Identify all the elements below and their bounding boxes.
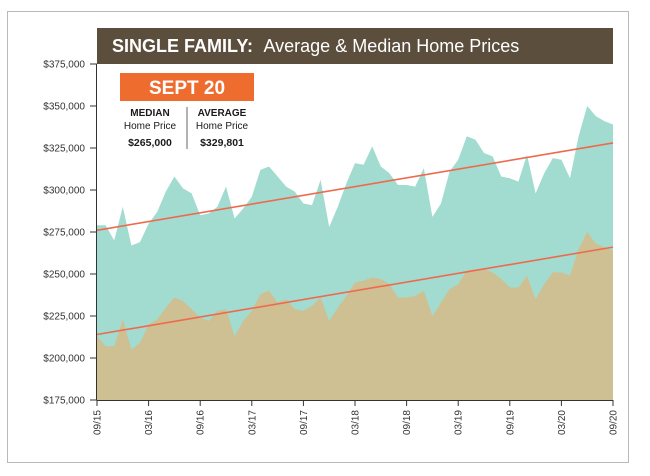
chart-subtitle: Average & Median Home Prices: [263, 36, 519, 56]
median-price-area: [97, 232, 613, 400]
x-tick-label: 09/19: [505, 410, 516, 435]
average-sublabel: Home Price: [196, 121, 249, 132]
y-axis: $175,000 $200,000 $225,000 $250,000 $275,000…: [43, 60, 97, 407]
title-bar: [97, 28, 613, 64]
y-tick-label: $375,000: [43, 60, 85, 71]
y-tick-label: $175,000: [43, 396, 85, 407]
x-tick-label: 03/17: [247, 410, 258, 435]
date-badge-label: SEPT 20: [149, 78, 225, 99]
sept-20-callout: SEPT 20 MEDIAN Home Price $265,000 AVERA…: [120, 73, 254, 149]
x-tick-label: 03/19: [454, 410, 465, 435]
x-tick-label: 09/17: [299, 410, 310, 435]
y-tick-label: $275,000: [43, 228, 85, 239]
y-tick-label: $350,000: [43, 102, 85, 113]
x-axis: 09/15 03/16 09/16 03/17 09/17 03/18 09/18 03/19…: [93, 400, 620, 435]
average-value: $329,801: [200, 137, 244, 149]
x-tick-label: 09/15: [93, 410, 104, 435]
chart-title-main: SINGLE FAMILY:: [112, 36, 253, 56]
x-tick-label: 09/16: [196, 410, 207, 435]
x-tick-label: 03/16: [144, 410, 155, 435]
median-label: MEDIAN: [130, 108, 169, 119]
date-badge: [120, 73, 254, 101]
y-tick-label: $225,000: [43, 312, 85, 323]
y-tick-label: $300,000: [43, 186, 85, 197]
y-tick-label: $325,000: [43, 144, 85, 155]
x-tick-label: 03/18: [351, 410, 362, 435]
y-tick-label: $250,000: [43, 270, 85, 281]
median-value: $265,000: [128, 137, 172, 149]
x-tick-label: 03/20: [557, 410, 568, 435]
median-trend-line: [96, 246, 614, 336]
average-label: AVERAGE: [198, 108, 247, 119]
chart-title: SINGLE FAMILY: Average & Median Home Pri…: [112, 36, 519, 56]
x-tick-label: 09/18: [402, 410, 413, 435]
y-tick-label: $200,000: [43, 354, 85, 365]
median-sublabel: Home Price: [124, 121, 177, 132]
average-trend-line: [96, 142, 614, 232]
x-tick-label: 09/20: [609, 410, 620, 435]
